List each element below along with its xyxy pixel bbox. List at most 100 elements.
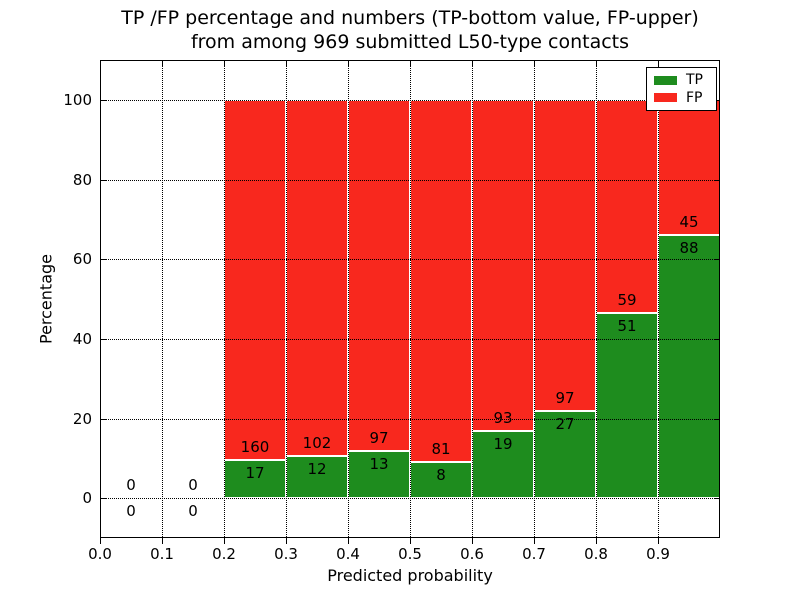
- legend: TP FP: [646, 67, 717, 111]
- y-axis-label: Percentage: [36, 253, 56, 345]
- chart-title: TP /FP percentage and numbers (TP-bottom…: [100, 7, 720, 55]
- fp-legend-label: FP: [686, 89, 703, 106]
- x-tick-top: [100, 61, 101, 66]
- x-tick-label: 0.0: [88, 545, 112, 563]
- x-tick-label: 0.1: [150, 545, 174, 563]
- x-gridline: [658, 61, 659, 537]
- y-gridline: [101, 498, 719, 499]
- x-tick-top: [472, 61, 473, 66]
- fp-bar-segment: [534, 100, 596, 411]
- tp-bar-segment: [410, 462, 472, 498]
- y-tick-right: [714, 419, 719, 420]
- fp-count-label: 160: [240, 438, 270, 456]
- x-tick-top: [596, 61, 597, 66]
- x-gridline: [596, 61, 597, 537]
- y-gridline: [101, 180, 719, 181]
- y-tick-right: [714, 498, 719, 499]
- x-tick: [348, 537, 349, 544]
- fp-bar-segment: [596, 100, 658, 313]
- x-tick-label: 0.2: [212, 545, 236, 563]
- x-tick-label: 0.5: [398, 545, 422, 563]
- x-tick-label: 0.7: [522, 545, 546, 563]
- x-gridline: [286, 61, 287, 537]
- fp-count-label: 93: [493, 409, 513, 427]
- tp-count-label: 8: [436, 466, 446, 484]
- y-tick: [101, 339, 106, 340]
- fp-bar-segment: [286, 100, 348, 456]
- fp-count-label: 59: [617, 291, 637, 309]
- y-tick: [101, 100, 106, 101]
- x-tick-top: [658, 61, 659, 66]
- x-tick: [100, 537, 101, 544]
- fp-count-label: 97: [369, 429, 389, 447]
- x-tick-top: [286, 61, 287, 66]
- x-axis-label: Predicted probability: [327, 566, 493, 585]
- fp-bar-segment: [472, 100, 534, 431]
- x-tick-top: [534, 61, 535, 66]
- fp-bar-segment: [224, 100, 286, 460]
- x-tick: [658, 537, 659, 544]
- x-tick-label: 0.8: [584, 545, 608, 563]
- chart-title-line2: from among 969 submitted L50-type contac…: [190, 30, 630, 53]
- tp-count-label: 12: [307, 460, 327, 478]
- y-gridline: [101, 259, 719, 260]
- x-tick-label: 0.9: [646, 545, 670, 563]
- tp-count-label: 17: [245, 464, 265, 482]
- y-gridline: [101, 419, 719, 420]
- legend-item-tp: TP: [654, 73, 709, 87]
- fp-bar-segment: [410, 100, 472, 462]
- y-gridline: [101, 100, 719, 101]
- fp-count-label: 81: [431, 440, 451, 458]
- y-tick: [101, 180, 106, 181]
- y-tick: [101, 419, 106, 420]
- x-tick: [224, 537, 225, 544]
- y-gridline: [101, 339, 719, 340]
- x-tick-label: 0.3: [274, 545, 298, 563]
- tp-bar-segment: [596, 313, 658, 498]
- fp-legend-swatch: [654, 93, 677, 103]
- fp-bar-segment: [348, 100, 410, 451]
- tp-count-label: 27: [555, 415, 575, 433]
- x-tick-top: [162, 61, 163, 66]
- x-tick-label: 0.4: [336, 545, 360, 563]
- tp-count-label: 19: [493, 435, 513, 453]
- x-tick: [286, 537, 287, 544]
- x-tick: [596, 537, 597, 544]
- fp-count-label: 102: [302, 434, 332, 452]
- x-gridline: [472, 61, 473, 537]
- y-tick-label: 20: [72, 410, 92, 428]
- y-tick: [101, 259, 106, 260]
- tp-count-label: 0: [126, 502, 136, 520]
- tp-count-label: 88: [679, 239, 699, 257]
- fp-count-label: 97: [555, 389, 575, 407]
- x-tick: [534, 537, 535, 544]
- tp-count-label: 13: [369, 455, 389, 473]
- tp-legend-label: TP: [686, 72, 703, 89]
- fp-count-label: 45: [679, 213, 699, 231]
- y-tick-right: [714, 259, 719, 260]
- y-tick-label: 40: [72, 330, 92, 348]
- x-gridline: [162, 61, 163, 537]
- x-tick: [410, 537, 411, 544]
- x-tick-top: [410, 61, 411, 66]
- y-tick-label: 100: [63, 91, 92, 109]
- fp-count-label: 0: [188, 476, 198, 494]
- x-gridline: [224, 61, 225, 537]
- y-tick-label: 0: [82, 489, 92, 507]
- tp-legend-swatch: [654, 75, 677, 85]
- x-tick: [162, 537, 163, 544]
- y-tick: [101, 498, 106, 499]
- x-tick-top: [348, 61, 349, 66]
- y-tick-label: 80: [72, 171, 92, 189]
- x-gridline: [348, 61, 349, 537]
- y-tick-right: [714, 180, 719, 181]
- chart-title-line1: TP /FP percentage and numbers (TP-bottom…: [121, 7, 699, 29]
- x-tick-label: 0.6: [460, 545, 484, 563]
- legend-item-fp: FP: [654, 91, 709, 105]
- y-tick-right: [714, 339, 719, 340]
- x-tick: [472, 537, 473, 544]
- y-tick-label: 60: [72, 250, 92, 268]
- tp-count-label: 0: [188, 502, 198, 520]
- x-gridline: [534, 61, 535, 537]
